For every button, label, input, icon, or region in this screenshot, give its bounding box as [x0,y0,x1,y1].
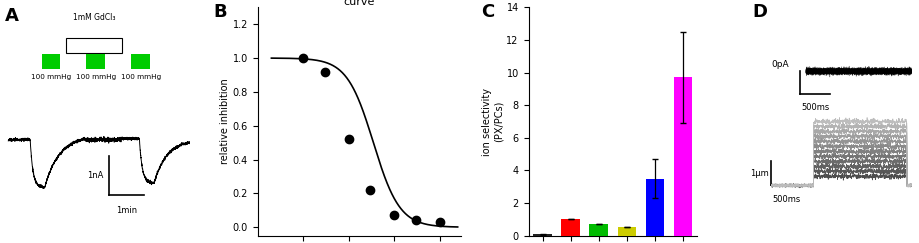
Bar [674,78,692,236]
Text: 100 mmHg: 100 mmHg [76,74,117,79]
Text: 1nA: 1nA [86,171,103,180]
Title: GdCl$_3$ Dose-response
curve: GdCl$_3$ Dose-response curve [300,0,419,7]
Text: 100 mmHg: 100 mmHg [31,74,71,79]
Bar [41,54,61,69]
Y-axis label: relative inhibition: relative inhibition [220,79,230,164]
Text: 500ms: 500ms [772,195,800,204]
Text: 1min: 1min [116,206,137,215]
Text: D: D [752,3,767,21]
Text: A: A [5,7,18,25]
Bar [66,38,121,53]
Bar [86,54,105,69]
Bar [131,54,150,69]
Text: 500ms: 500ms [801,103,829,112]
Text: 100 mmHg: 100 mmHg [121,74,162,79]
Text: B: B [213,3,227,21]
Text: C: C [482,3,494,21]
Bar [533,234,551,236]
Text: 1mM GdCl₃: 1mM GdCl₃ [74,13,116,22]
Bar [645,179,664,236]
Text: 1μm: 1μm [750,169,768,178]
Bar [589,224,607,236]
Y-axis label: ion selectivity
(PX/PCs): ion selectivity (PX/PCs) [482,87,504,156]
Bar [618,227,636,236]
Text: 0pA: 0pA [771,60,789,69]
Bar [562,219,580,236]
